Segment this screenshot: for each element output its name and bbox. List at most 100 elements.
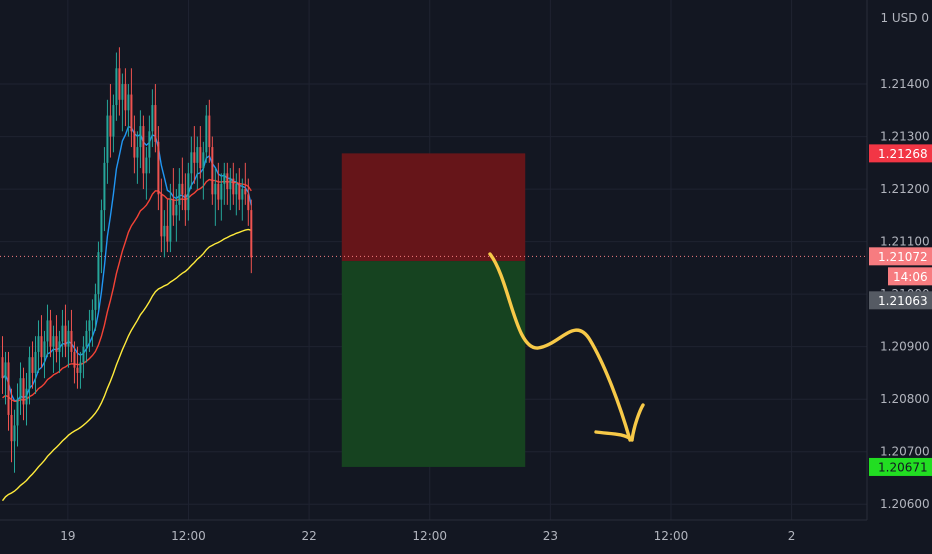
projection-arrow[interactable]: [488, 252, 645, 442]
candle[interactable]: [145, 147, 148, 200]
candle[interactable]: [94, 283, 97, 331]
candle[interactable]: [112, 94, 115, 153]
candle[interactable]: [100, 199, 103, 274]
candle[interactable]: [19, 362, 22, 415]
candle[interactable]: [178, 168, 181, 221]
candle[interactable]: [49, 309, 52, 358]
stop-loss-zone[interactable]: [341, 153, 526, 262]
candle[interactable]: [226, 162, 229, 205]
candle[interactable]: [148, 115, 151, 174]
candle[interactable]: [211, 136, 214, 205]
candle[interactable]: [127, 84, 130, 137]
countdown-badge: 14:06: [888, 267, 932, 286]
candle[interactable]: [25, 372, 28, 426]
candle[interactable]: [28, 346, 31, 405]
take-profit-zone[interactable]: [341, 261, 526, 467]
candle[interactable]: [175, 189, 178, 242]
candle-body: [175, 204, 178, 216]
candle[interactable]: [241, 178, 244, 221]
candle[interactable]: [136, 131, 139, 184]
candle[interactable]: [31, 341, 34, 389]
candle[interactable]: [64, 304, 67, 358]
candles[interactable]: [1, 47, 253, 473]
candle[interactable]: [97, 241, 100, 310]
candle[interactable]: [232, 162, 235, 205]
candle[interactable]: [115, 52, 118, 121]
candle[interactable]: [190, 136, 193, 190]
candle[interactable]: [79, 351, 82, 389]
candle[interactable]: [34, 336, 37, 394]
candle[interactable]: [238, 168, 241, 211]
candle[interactable]: [163, 210, 166, 258]
candle[interactable]: [85, 320, 88, 363]
candle[interactable]: [214, 168, 217, 226]
candle[interactable]: [106, 99, 109, 184]
candle[interactable]: [220, 173, 223, 221]
candle-body: [172, 199, 175, 216]
candle[interactable]: [1, 336, 4, 394]
candle[interactable]: [61, 309, 64, 358]
candle[interactable]: [103, 147, 106, 232]
candle[interactable]: [244, 162, 247, 205]
candle[interactable]: [124, 68, 127, 127]
candle[interactable]: [217, 162, 220, 211]
candle[interactable]: [199, 126, 202, 179]
candle[interactable]: [73, 341, 76, 384]
candle[interactable]: [235, 173, 238, 216]
candle[interactable]: [184, 173, 187, 226]
candle-body: [121, 84, 124, 100]
candle[interactable]: [229, 168, 232, 211]
time-axis[interactable]: [0, 520, 932, 550]
candle[interactable]: [67, 320, 70, 368]
candle[interactable]: [133, 115, 136, 174]
candle[interactable]: [154, 84, 157, 153]
candle[interactable]: [82, 336, 85, 379]
candle[interactable]: [76, 346, 79, 389]
candle[interactable]: [157, 126, 160, 211]
candle[interactable]: [55, 315, 58, 363]
currency-label[interactable]: 1 USD 0: [880, 11, 929, 25]
candle[interactable]: [88, 309, 91, 352]
candle[interactable]: [13, 409, 16, 473]
candle[interactable]: [181, 157, 184, 211]
position-zones[interactable]: [341, 153, 526, 467]
candle[interactable]: [37, 320, 40, 373]
candle-body: [154, 105, 157, 142]
price-tag-label: 1.21063: [878, 294, 928, 308]
candle[interactable]: [250, 199, 253, 274]
candle[interactable]: [121, 73, 124, 132]
candle[interactable]: [151, 89, 154, 148]
candle[interactable]: [247, 178, 250, 226]
candle[interactable]: [202, 141, 205, 200]
candle[interactable]: [43, 330, 46, 379]
candle[interactable]: [46, 304, 49, 358]
candle[interactable]: [16, 383, 19, 447]
candle[interactable]: [139, 110, 142, 169]
candle[interactable]: [10, 388, 13, 463]
candle[interactable]: [193, 126, 196, 184]
candle[interactable]: [208, 99, 211, 163]
candle[interactable]: [187, 162, 190, 221]
candle[interactable]: [58, 330, 61, 373]
candle[interactable]: [91, 299, 94, 347]
candle[interactable]: [196, 136, 199, 190]
candle[interactable]: [166, 199, 169, 253]
candle[interactable]: [7, 351, 10, 431]
candle[interactable]: [40, 315, 43, 368]
candle[interactable]: [142, 115, 145, 190]
candle[interactable]: [4, 351, 7, 405]
candle[interactable]: [160, 178, 163, 253]
candle[interactable]: [52, 325, 55, 373]
candle[interactable]: [70, 309, 73, 363]
candle[interactable]: [205, 105, 208, 163]
candle[interactable]: [109, 84, 112, 158]
candle[interactable]: [22, 367, 25, 421]
candle[interactable]: [118, 47, 121, 116]
candle[interactable]: [223, 162, 226, 205]
price-tag: 1.21063: [869, 291, 932, 310]
candle[interactable]: [169, 183, 172, 253]
candle[interactable]: [172, 168, 175, 226]
candle[interactable]: [130, 68, 133, 148]
